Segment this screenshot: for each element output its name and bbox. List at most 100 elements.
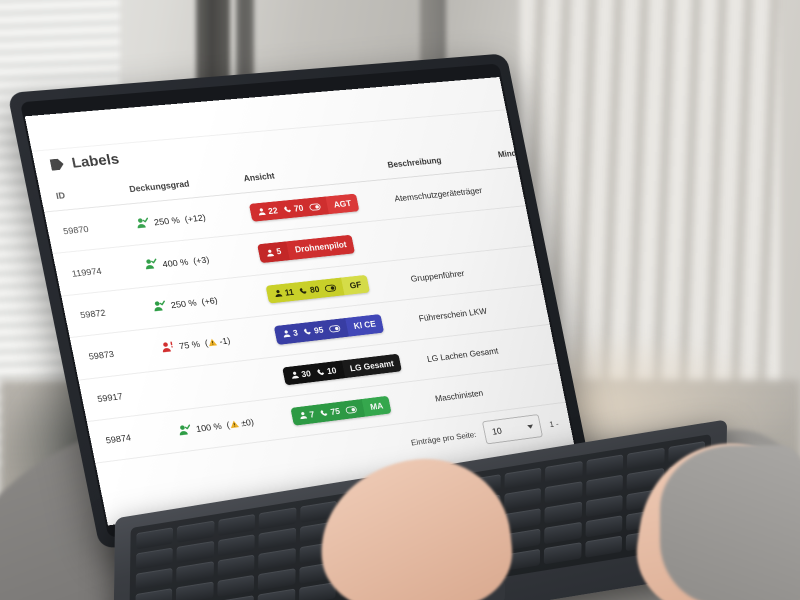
phone-icon [299,287,307,294]
chip-phone: 70 [283,202,305,214]
keyboard-key[interactable] [258,527,296,550]
keyboard-key[interactable] [257,588,296,600]
laptop-screen: Labels ID Deckungsgrad Ansicht Beschreib… [24,77,578,526]
toggle-icon [325,284,337,292]
table-row[interactable]: 119974 400 % (+3) 5 Drohnenpilot 4 / 1 [52,201,578,296]
person-alert-icon [162,341,173,353]
label-chip[interactable]: 5 Drohnenpilot [257,235,356,263]
keyboard-key[interactable] [217,554,255,577]
table-row[interactable]: 59873 75 %( -1) 3 95 Kl CE Führerschein LKW 3 … [69,279,578,380]
coverage-value: 75 %( -1) [160,330,268,355]
cell-view: 30 10 LG Gesamt [275,339,428,398]
coverage-value: 100 %( ±0) [177,412,285,438]
keyboard-key[interactable] [585,515,623,538]
chip-phone: 75 [319,406,341,418]
chip-label: Drohnenpilot [286,235,356,260]
keyboard-key[interactable] [136,527,174,550]
keyboard-key[interactable] [258,547,296,571]
keyboard-key[interactable] [176,581,214,600]
keyboard-key[interactable] [176,561,214,584]
chip-people-count: 3 [292,327,299,339]
chip-people: 11 [274,287,295,298]
coverage-delta: (+3) [192,254,211,266]
coverage-delta: (+6) [200,295,219,307]
table-row[interactable]: 59872 250 % (+6) 11 80 GF Gruppenführer 10 / 4 [61,240,578,338]
person-icon [275,289,283,298]
coverage-value: 250 % (+12) [135,207,244,230]
chip-people-count: 22 [267,205,279,217]
chip-toggle[interactable] [345,406,357,414]
chip-toggle[interactable] [325,284,337,292]
warning-icon [229,420,239,429]
chip-label: AGT [325,193,360,215]
keyboard-key[interactable] [544,481,583,504]
label-chip[interactable]: 7 75 MA [290,395,392,427]
sleeve [660,445,800,600]
keyboard-key[interactable] [504,467,542,490]
person-check-icon [145,258,159,270]
chip-people-count: 30 [300,367,312,379]
person-alert-icon [160,341,175,355]
label-chip[interactable]: 3 95 Kl CE [273,314,385,345]
label-chip[interactable]: 11 80 GF [265,274,370,304]
coverage-percent: 100 % [195,421,223,435]
chip-toggle[interactable] [329,325,341,333]
keyboard-key[interactable] [298,581,336,600]
keyboard-key[interactable] [258,568,296,591]
keyboard-key[interactable] [176,540,215,564]
label-chip[interactable]: 22 70 AGT [248,193,360,223]
chip-phone-count: 95 [313,324,325,336]
keyboard-key[interactable] [258,507,297,530]
person-icon [283,330,291,338]
cell-view: 11 80 GF [259,259,412,316]
cell-coverage: 100 %( ±0) [170,397,293,453]
page-title: Labels [70,150,121,171]
keyboard-key[interactable] [585,494,623,518]
chip-phone-count: 70 [292,202,305,214]
coverage-delta: ( -1) [203,335,232,349]
keyboard-key[interactable] [544,501,582,524]
chevron-down-icon [527,424,535,430]
table-body: 59870 250 % (+12) 22 70 AGT Atemschutzgerätetr… [44,162,578,464]
coverage-delta: ( ±0) [225,417,255,431]
person-check-icon [144,258,159,272]
keyboard-key[interactable] [136,547,174,570]
keyboard-key[interactable] [217,574,255,598]
table-row[interactable]: 59917 30 10 LG Gesamt LG Lachen Gesamt [78,318,578,422]
keyboard-key[interactable] [544,542,582,565]
chip-label: Kl CE [345,314,385,337]
coverage-delta: (+12) [183,212,207,225]
label-chip[interactable]: 30 10 LG Gesamt [282,353,403,386]
person-check-icon [136,217,150,228]
page-range-label: 1 - [548,419,560,429]
person-icon [258,208,266,216]
chip-toggle[interactable] [309,203,321,211]
chip-people: 30 [290,367,312,380]
chip-people: 3 [282,327,299,339]
keyboard-key[interactable] [627,447,665,470]
phone-icon [283,206,291,213]
person-icon [300,412,308,420]
phone-icon [316,368,324,375]
keyboard-key[interactable] [585,474,624,497]
chip-stats: 5 [257,242,290,263]
keyboard-key[interactable] [584,535,623,558]
keyboard-key[interactable] [217,534,255,557]
chip-label: GF [341,274,370,296]
chip-people: 7 [298,409,315,420]
keyboard-key[interactable] [544,521,582,545]
keyboard-key[interactable] [545,460,583,484]
keyboard-key[interactable] [135,588,173,600]
table-row[interactable]: 59870 250 % (+12) 22 70 AGT Atemschutzgerätetr… [44,162,571,254]
keyboard-key[interactable] [586,454,624,477]
toggle-icon [309,203,321,211]
phone-icon [320,409,328,416]
keyboard-key[interactable] [177,520,215,543]
keyboard-key[interactable] [218,513,256,537]
keyboard-key[interactable] [504,487,542,511]
items-per-page-select[interactable]: 10 [482,414,544,445]
chip-phone-count: 80 [309,283,321,295]
keyboard-key[interactable] [135,567,173,591]
chip-stats: 3 95 [274,318,349,344]
